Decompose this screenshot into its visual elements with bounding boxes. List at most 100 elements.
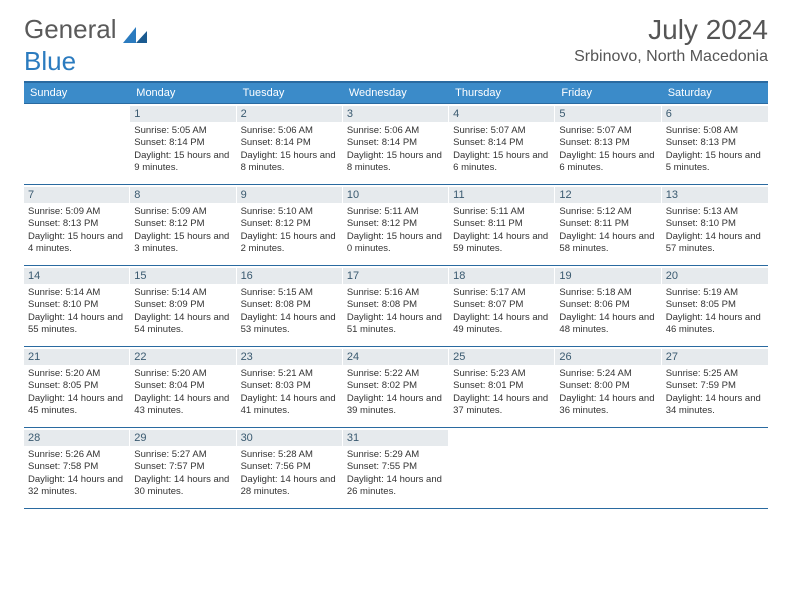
day-of-week-header: Monday [130,83,236,103]
calendar-cell: 29Sunrise: 5:27 AMSunset: 7:57 PMDayligh… [130,428,236,508]
day-number: 6 [662,106,768,122]
sunset-line: Sunset: 8:14 PM [347,137,444,149]
sunrise-line: Sunrise: 5:18 AM [559,287,656,299]
daylight-line: Daylight: 14 hours and 46 minutes. [666,312,764,337]
calendar-cell: 20Sunrise: 5:19 AMSunset: 8:05 PMDayligh… [662,266,768,346]
day-number: 29 [130,430,235,446]
sunrise-line: Sunrise: 5:08 AM [666,125,764,137]
calendar-cell: 23Sunrise: 5:21 AMSunset: 8:03 PMDayligh… [237,347,343,427]
day-number: 7 [24,187,129,203]
title-month: July 2024 [574,14,768,46]
calendar-cell: 28Sunrise: 5:26 AMSunset: 7:58 PMDayligh… [24,428,130,508]
week-row: 1Sunrise: 5:05 AMSunset: 8:14 PMDaylight… [24,104,768,185]
day-of-week-header: Friday [555,83,661,103]
day-number: 30 [237,430,342,446]
daylight-line: Daylight: 14 hours and 43 minutes. [134,393,231,418]
day-number: 14 [24,268,129,284]
calendar-cell: 7Sunrise: 5:09 AMSunset: 8:13 PMDaylight… [24,185,130,265]
sunrise-line: Sunrise: 5:20 AM [28,368,125,380]
sunset-line: Sunset: 7:59 PM [666,380,764,392]
calendar-cell: 11Sunrise: 5:11 AMSunset: 8:11 PMDayligh… [449,185,555,265]
daylight-line: Daylight: 14 hours and 55 minutes. [28,312,125,337]
day-number: 2 [237,106,342,122]
sunrise-line: Sunrise: 5:14 AM [28,287,125,299]
calendar-cell: 25Sunrise: 5:23 AMSunset: 8:01 PMDayligh… [449,347,555,427]
sunrise-line: Sunrise: 5:14 AM [134,287,231,299]
calendar-cell: 27 Sunrise: 5:25 AMSunset: 7:59 PMDayligh… [662,347,768,427]
calendar-cell: 13Sunrise: 5:13 AMSunset: 8:10 PMDayligh… [662,185,768,265]
sunrise-line: Sunrise: 5:26 AM [28,449,125,461]
day-number: 24 [343,349,448,365]
daylight-line: Daylight: 14 hours and 49 minutes. [453,312,550,337]
day-of-week-header: Saturday [662,83,768,103]
sunrise-line: Sunrise: 5:27 AM [134,449,231,461]
sunset-line: Sunset: 8:11 PM [559,218,656,230]
day-number: 18 [449,268,554,284]
day-of-week-header: Wednesday [343,83,449,103]
day-number: 1 [130,106,235,122]
day-number: 23 [237,349,342,365]
sunset-line: Sunset: 8:13 PM [559,137,656,149]
daylight-line: Daylight: 15 hours and 8 minutes. [241,150,338,175]
day-number: 22 [130,349,235,365]
day-number: 31 [343,430,448,446]
week-row: 7Sunrise: 5:09 AMSunset: 8:13 PMDaylight… [24,185,768,266]
calendar-cell-blank [449,428,555,508]
sunset-line: Sunset: 8:08 PM [241,299,338,311]
sunset-line: Sunset: 8:05 PM [666,299,764,311]
calendar-cell-blank [24,104,130,184]
sunrise-line: Sunrise: 5:09 AM [28,206,125,218]
sunrise-line: Sunrise: 5:28 AM [241,449,338,461]
calendar-cell: 3Sunrise: 5:06 AMSunset: 8:14 PMDaylight… [343,104,449,184]
day-number: 12 [555,187,660,203]
daylight-line: Daylight: 15 hours and 6 minutes. [559,150,656,175]
sunset-line: Sunset: 8:05 PM [28,380,125,392]
sunset-line: Sunset: 8:10 PM [666,218,764,230]
sunrise-line: Sunrise: 5:15 AM [241,287,338,299]
sunset-line: Sunset: 8:12 PM [134,218,231,230]
day-number: 4 [449,106,554,122]
daylight-line: Daylight: 14 hours and 59 minutes. [453,231,550,256]
sunrise-line: Sunrise: 5:22 AM [347,368,444,380]
daylight-line: Daylight: 14 hours and 30 minutes. [134,474,231,499]
sunrise-line: Sunrise: 5:25 AM [666,368,764,380]
sunset-line: Sunset: 8:13 PM [666,137,764,149]
calendar-cell: 1Sunrise: 5:05 AMSunset: 8:14 PMDaylight… [130,104,236,184]
week-row: 14Sunrise: 5:14 AMSunset: 8:10 PMDayligh… [24,266,768,347]
calendar-cell: 9 Sunrise: 5:10 AMSunset: 8:12 PMDaylight… [237,185,343,265]
daylight-line: Daylight: 14 hours and 34 minutes. [666,393,764,418]
logo-mark-icon [123,19,149,41]
daylight-line: Daylight: 15 hours and 9 minutes. [134,150,231,175]
day-of-week-header: Sunday [24,83,130,103]
sunset-line: Sunset: 8:01 PM [453,380,550,392]
day-number: 5 [555,106,660,122]
daylight-line: Daylight: 15 hours and 4 minutes. [28,231,125,256]
calendar-cell: 4Sunrise: 5:07 AMSunset: 8:14 PMDaylight… [449,104,555,184]
day-number: 11 [449,187,554,203]
day-number: 8 [130,187,235,203]
sunset-line: Sunset: 8:12 PM [241,218,338,230]
calendar-cell: 31Sunrise: 5:29 AMSunset: 7:55 PMDayligh… [343,428,449,508]
daylight-line: Daylight: 15 hours and 2 minutes. [241,231,338,256]
sunset-line: Sunset: 8:14 PM [134,137,231,149]
day-number: 15 [130,268,235,284]
day-number: 9 [237,187,342,203]
daylight-line: Daylight: 14 hours and 57 minutes. [666,231,764,256]
day-number: 25 [449,349,554,365]
sunrise-line: Sunrise: 5:09 AM [134,206,231,218]
sunrise-line: Sunrise: 5:06 AM [241,125,338,137]
daylight-line: Daylight: 15 hours and 8 minutes. [347,150,444,175]
day-of-week-header: Thursday [449,83,555,103]
sunset-line: Sunset: 8:00 PM [559,380,656,392]
daylight-line: Daylight: 15 hours and 0 minutes. [347,231,444,256]
sunset-line: Sunset: 8:06 PM [559,299,656,311]
logo-text-1: General [24,14,117,45]
daylight-line: Daylight: 14 hours and 54 minutes. [134,312,231,337]
day-number: 10 [343,187,448,203]
sunrise-line: Sunrise: 5:10 AM [241,206,338,218]
sunset-line: Sunset: 8:04 PM [134,380,231,392]
sunrise-line: Sunrise: 5:29 AM [347,449,444,461]
day-of-week-row: SundayMondayTuesdayWednesdayThursdayFrid… [24,81,768,104]
sunrise-line: Sunrise: 5:13 AM [666,206,764,218]
day-number: 27 [662,349,768,365]
